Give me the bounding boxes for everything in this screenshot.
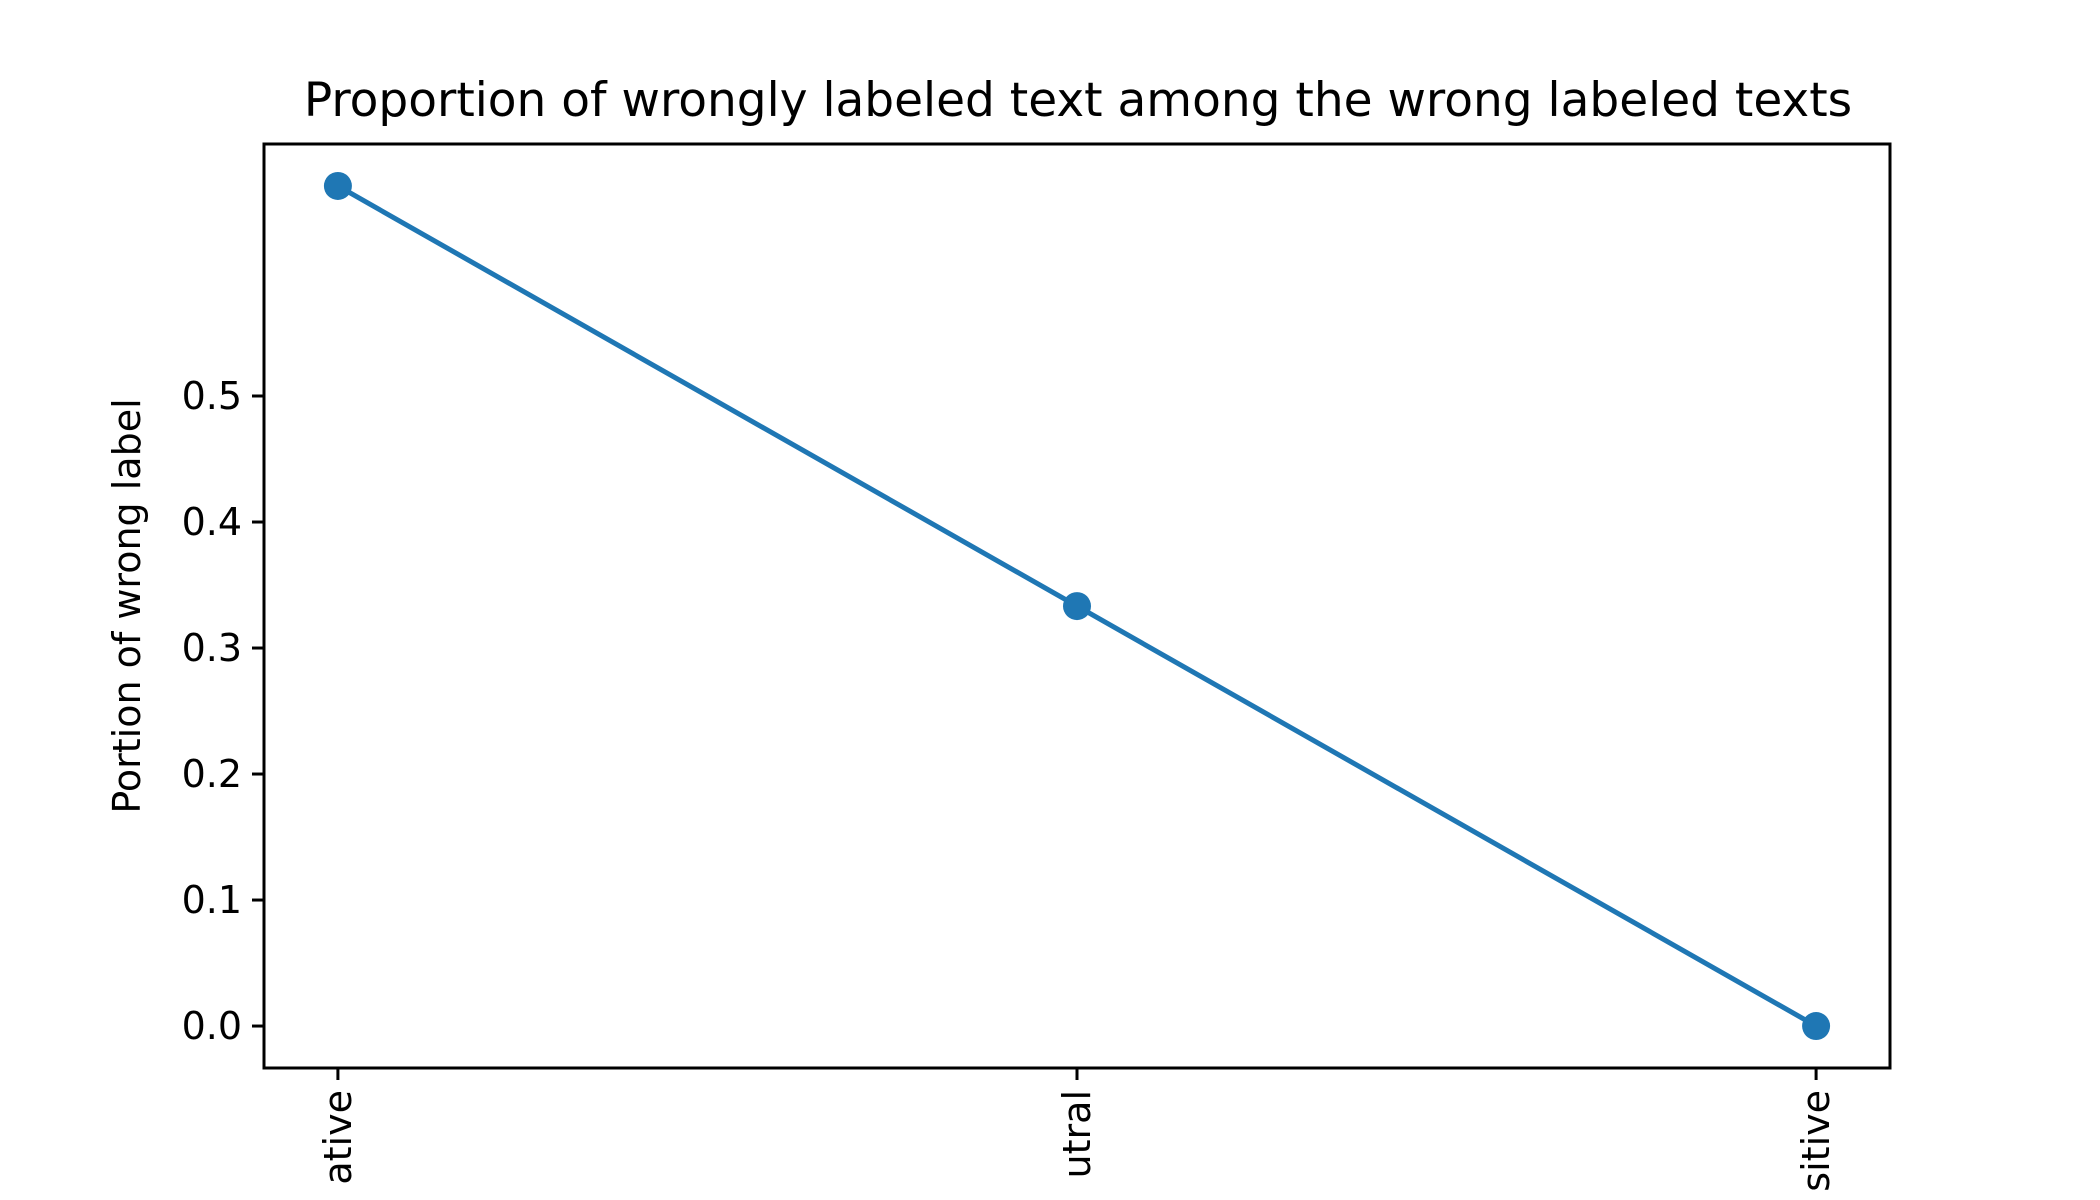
x-axis-ticks: ative utral sitive	[316, 1068, 1838, 1192]
series-layer	[323, 171, 1831, 1041]
chart-title: Proportion of wrongly labeled text among…	[304, 73, 1852, 128]
y-tick-label: 0.3	[182, 626, 242, 670]
x-tick-label: utral	[1055, 1090, 1099, 1178]
x-tick-label: sitive	[1794, 1090, 1838, 1192]
data-point	[323, 171, 352, 200]
data-point	[1802, 1012, 1831, 1041]
y-axis-ticks: 0.0 0.1 0.2 0.3 0.4 0.5	[182, 374, 264, 1048]
y-tick-label: 0.2	[182, 752, 242, 796]
y-tick-label: 0.1	[182, 878, 242, 922]
data-point	[1063, 592, 1091, 621]
y-axis-label: Portion of wrong label	[105, 398, 149, 813]
x-tick-label: ative	[316, 1090, 360, 1185]
y-tick-label: 0.0	[182, 1004, 242, 1048]
y-tick-label: 0.5	[182, 374, 242, 418]
plot-frame	[262, 142, 1892, 1070]
y-tick-label: 0.4	[182, 500, 242, 544]
